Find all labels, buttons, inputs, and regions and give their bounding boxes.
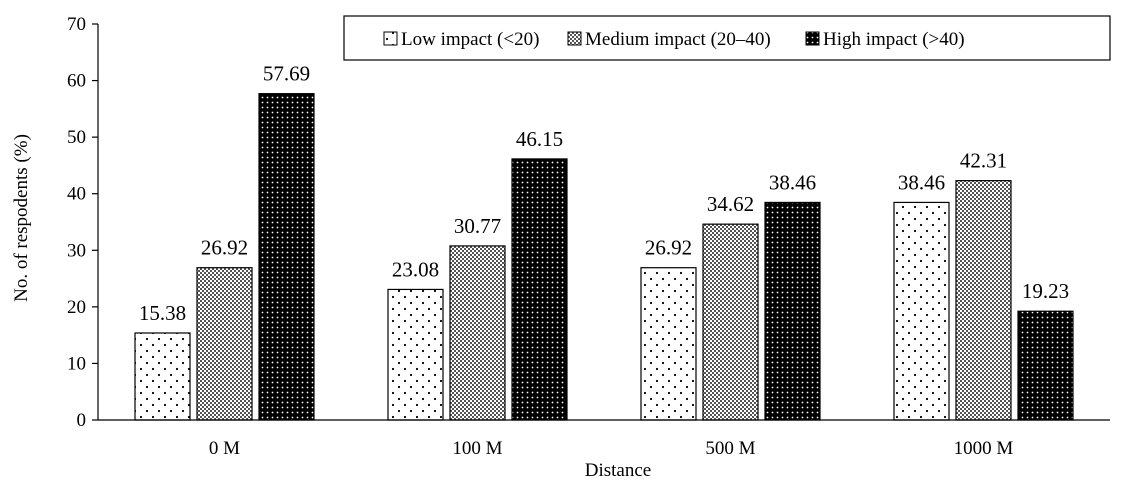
y-tick-label: 50 (67, 127, 86, 148)
bar-checker (449, 245, 506, 421)
bar-sparse-dots (387, 288, 444, 421)
data-label: 19.23 (1022, 279, 1069, 303)
legend-swatch-dense-dark (805, 31, 820, 46)
bar-sparse-dots (640, 267, 697, 421)
bar-checker (196, 267, 253, 421)
y-tick-label: 10 (67, 353, 86, 374)
x-axis-title: Distance (585, 460, 651, 481)
x-category-label: 0 M (209, 438, 240, 459)
x-category-label: 500 M (705, 438, 755, 459)
legend: Low impact (<20) Medium impact (20–40) Hig… (343, 15, 1111, 61)
data-label: 26.92 (645, 236, 692, 260)
data-label: 23.08 (392, 257, 439, 281)
legend-label: High impact (>40) (823, 29, 965, 50)
x-axis: 0 M 100 M 500 M 1000 M (98, 419, 1110, 459)
data-label: 26.92 (201, 236, 248, 260)
y-tick-label: 20 (67, 297, 86, 318)
bar-dense-dark (764, 201, 821, 421)
y-tick-label: 70 (67, 14, 86, 35)
y-axis: 0 10 20 30 40 50 60 70 (67, 14, 99, 431)
legend-label: Medium impact (20–40) (585, 29, 771, 50)
bar-dense-dark (258, 93, 315, 421)
bars-group: 15.38 26.92 57.69 23.08 30.77 46.15 26.92 34.62… (134, 62, 1074, 421)
legend-label: Low impact (<20) (401, 29, 539, 50)
data-label: 15.38 (139, 301, 186, 325)
data-label: 30.77 (454, 214, 501, 238)
bar-checker (955, 180, 1012, 421)
bar-sparse-dots (893, 201, 950, 421)
x-category-label: 100 M (452, 438, 502, 459)
data-label: 38.46 (898, 170, 945, 194)
bar-dense-dark (1017, 310, 1074, 421)
bar-sparse-dots (134, 332, 191, 421)
data-label: 38.46 (769, 170, 816, 194)
data-label: 42.31 (960, 149, 1007, 173)
bar-checker (702, 223, 759, 421)
x-category-label: 1000 M (954, 438, 1014, 459)
legend-swatch-checker (567, 31, 582, 46)
y-axis-title: No. of respodents (%) (11, 134, 32, 302)
legend-box (343, 15, 1111, 61)
data-label: 57.69 (263, 62, 310, 86)
y-tick-label: 40 (67, 184, 86, 205)
legend-swatch-sparse-dots (383, 31, 398, 46)
y-tick-label: 0 (77, 410, 87, 431)
data-label: 34.62 (707, 192, 754, 216)
data-label: 46.15 (516, 127, 563, 151)
bar-dense-dark (511, 158, 568, 421)
y-tick-label: 60 (67, 71, 86, 92)
y-tick-label: 30 (67, 240, 86, 261)
